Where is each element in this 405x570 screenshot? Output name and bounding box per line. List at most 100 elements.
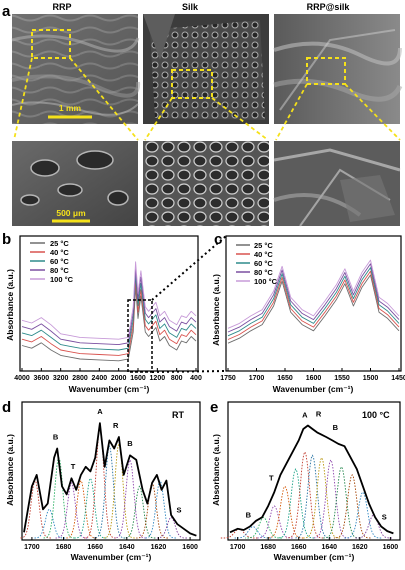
d-component-peak (84, 427, 116, 539)
panel-c-x-tick-label: 1700 (249, 375, 265, 382)
e-component-peak (286, 450, 324, 539)
panel-c-series-line (227, 270, 400, 340)
panel-b-xlabel: Wavenumber (cm⁻¹) (69, 384, 150, 394)
panel-c-x-tick-label: 1650 (277, 375, 293, 382)
d-peak-label: A (97, 407, 103, 416)
panel-b-x-tick-label: 3200 (53, 375, 69, 382)
d-component-peak (33, 508, 66, 539)
panel-c-legend-entry: 80 °C (254, 268, 273, 277)
e-component-peak (303, 456, 341, 539)
column-title-rrp-silk: RRP@silk (307, 2, 351, 12)
sem-image-silk-low-mag (143, 14, 269, 124)
d-x-tick-label: 1700 (24, 544, 40, 551)
sem-image-silk-high-mag (143, 141, 269, 226)
zoom-box-silk (171, 69, 213, 99)
d-component-peak (114, 458, 146, 539)
panel-c: c Absorbance (a.u.) 25 °C40 °C60 °C80 °C… (211, 231, 405, 394)
panel-e-label: e (210, 399, 218, 416)
panel-c-xlabel: Wavenumber (cm⁻¹) (273, 384, 354, 394)
column-title-silk: Silk (182, 2, 199, 12)
panel-c-x-tick-label: 1750 (220, 375, 236, 382)
panel-d-condition: RT (172, 410, 184, 420)
e-component-peak (256, 505, 293, 539)
panel-b-legend-entry: 100 °C (50, 275, 74, 284)
e-x-tick-label: 1600 (383, 544, 399, 551)
panel-b-legend-entry: 25 °C (50, 239, 69, 248)
panel-b-x-tick-label: 1600 (130, 375, 146, 382)
panel-b-legend-entry: 80 °C (50, 266, 69, 275)
panel-c-label: c (214, 231, 222, 248)
e-x-tick-label: 1700 (230, 544, 246, 551)
panel-d-xlabel: Wavenumber (cm⁻¹) (71, 552, 152, 562)
panel-b-series-line (21, 286, 197, 362)
d-peak-label: R (113, 421, 119, 430)
panel-e-ylabel: Absorbance (a.u.) (211, 434, 221, 506)
panel-a: a RRP Silk RRP@silk 1 mm (2, 2, 403, 227)
d-component-peak (103, 442, 135, 539)
panel-e: e Absorbance (a.u.) 100 °C B T A R B S 1700 16… (210, 399, 401, 562)
d-component-peak (123, 485, 156, 539)
panel-b-plot-frame (19, 235, 199, 372)
panel-b-x-tick-label: 2000 (111, 375, 127, 382)
panel-b-x-tick-label: 800 (171, 375, 183, 382)
d-fit-envelope (23, 422, 197, 537)
panel-c-legend-entry: 40 °C (254, 250, 273, 259)
panel-c-x-tick-label: 1450 (391, 375, 405, 382)
panel-c-plot-frame (225, 235, 402, 372)
d-x-tick-label: 1680 (56, 544, 72, 551)
e-component-peak (344, 491, 382, 539)
d-peak-label: S (177, 506, 182, 515)
e-peak-label: S (382, 513, 387, 522)
panel-d-ylabel: Absorbance (a.u.) (5, 434, 15, 506)
panel-b-xticks: 4000 3600 3200 2800 2400 2000 1600 1200 800 400 (14, 368, 202, 382)
panel-e-xlabel: Wavenumber (cm⁻¹) (274, 552, 355, 562)
panel-e-components (220, 450, 392, 539)
d-component-peak (74, 477, 107, 539)
panel-b-x-tick-label: 2400 (92, 375, 108, 382)
d-peak-label: T (71, 462, 76, 471)
panel-c-ylabel: Absorbance (a.u.) (211, 274, 221, 346)
panel-c-series-line (227, 263, 400, 333)
panel-e-condition: 100 °C (362, 410, 390, 420)
e-component-peak (355, 514, 392, 539)
d-x-tick-label: 1640 (119, 544, 135, 551)
e-component-peak (323, 465, 360, 539)
panel-c-series-line (227, 259, 400, 329)
panel-b-series-line (21, 261, 197, 340)
panel-c-x-tick-label: 1600 (306, 375, 322, 382)
panel-b-label: b (2, 231, 11, 248)
e-peak-label: B (333, 423, 339, 432)
e-component-peak (312, 458, 350, 539)
zoom-box-rrp-silk (306, 57, 346, 85)
panel-d-label: d (2, 399, 11, 416)
panel-e-plot-frame (227, 401, 401, 541)
panel-b: b Absorbance (a.u.) 25 °C40 °C60 °C80 °C… (2, 231, 202, 394)
panel-c-legend-entry: 100 °C (254, 277, 278, 286)
e-peak-label: A (302, 410, 308, 419)
zoom-connectors (13, 57, 401, 141)
e-peak-label: R (316, 409, 322, 418)
e-x-tick-label: 1680 (260, 544, 276, 551)
sem-image-rrp-silk-low-mag (273, 14, 403, 124)
panel-d-xticks: 1700 1680 1660 1640 1620 1600 (24, 537, 198, 551)
panel-b-x-tick-label: 3600 (34, 375, 50, 382)
panel-d-envelope (23, 422, 197, 537)
panel-b-series-line (21, 273, 197, 351)
panel-b-x-tick-label: 2800 (72, 375, 88, 382)
e-component-peak (277, 468, 315, 539)
panel-b-x-tick-label: 400 (190, 375, 202, 382)
panel-c-legend-entry: 25 °C (254, 241, 273, 250)
panel-b-series-line (21, 280, 197, 356)
e-x-tick-label: 1620 (352, 544, 368, 551)
e-component-peak (294, 454, 331, 539)
panel-c-x-tick-label: 1500 (363, 375, 379, 382)
sem-image-rrp-high-mag (12, 141, 138, 226)
panel-b-legend-entry: 60 °C (50, 257, 69, 266)
sem-image-rrp-silk-high-mag (273, 141, 401, 227)
column-title-rrp: RRP (52, 2, 71, 12)
d-x-tick-label: 1620 (151, 544, 167, 551)
panel-c-x-tick-label: 1550 (334, 375, 350, 382)
b-to-c-connector-top (151, 235, 227, 301)
e-component-peak (333, 474, 371, 539)
